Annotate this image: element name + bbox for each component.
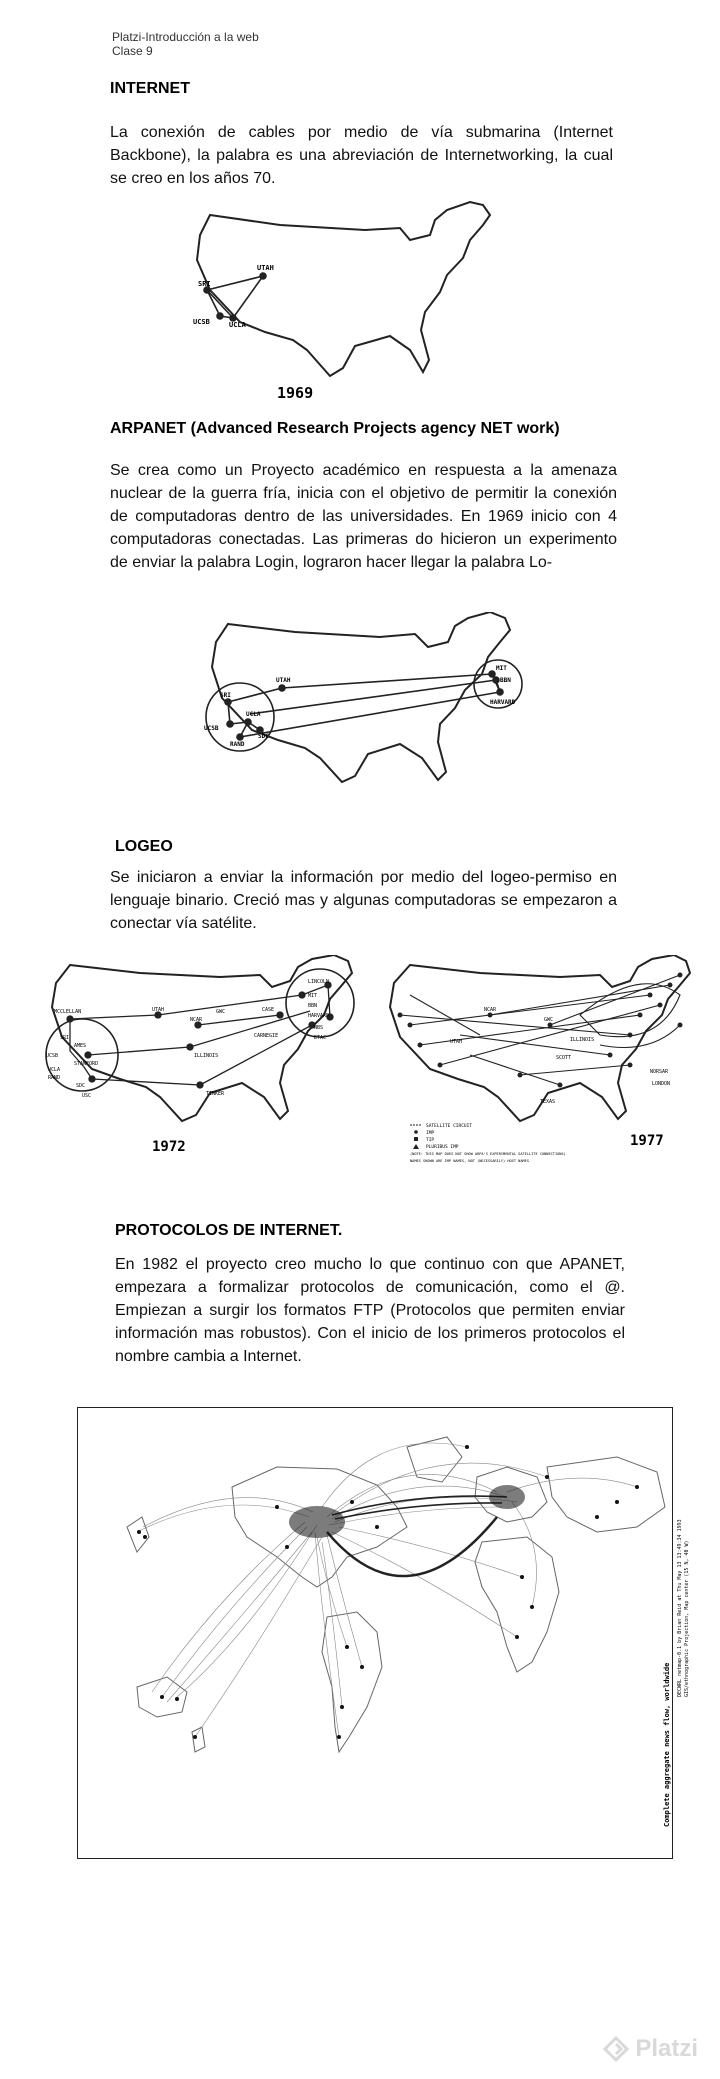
- node-ucsb: UCSB: [46, 1053, 58, 1059]
- class-number: Clase 9: [112, 44, 153, 58]
- node-sdc: SDC: [76, 1083, 85, 1089]
- map-year-1969: 1969: [277, 384, 313, 402]
- node-utah: UTAH: [450, 1039, 462, 1045]
- node-harvard: HARVARD: [308, 1013, 329, 1019]
- map-year-1972: 1972: [152, 1139, 186, 1155]
- node-carnegie: CARNEGIE: [254, 1033, 278, 1039]
- node-mcclellan: MCCLELLAN: [54, 1009, 81, 1015]
- node-ames: AMES: [74, 1043, 86, 1049]
- map-credits: DECWRL netmap-0.1 by Brian Reid at Thu M…: [677, 1519, 690, 1697]
- node-harvard: HARVARD: [490, 699, 516, 706]
- map-credit-1: DECWRL netmap-0.1 by Brian Reid at Thu M…: [677, 1519, 683, 1697]
- node-gwc: GWC: [544, 1017, 553, 1023]
- section-text-logeo: Se iniciaron a enviar la información por…: [110, 869, 617, 932]
- node-utah: UTAH: [257, 264, 274, 272]
- node-gwc: GWC: [216, 1009, 225, 1015]
- arpanet-map-1972: MCCLELLAN UTAH NCAR GWC CASE LINCOLN MIT…: [45, 955, 355, 1155]
- legend-note: (NOTE: THIS MAP DOES NOT SHOW ARPA'S EXP…: [410, 1152, 566, 1156]
- node-lincoln: LINCOLN: [308, 979, 329, 985]
- arpanet-map-1970: UTAH SRI UCLA UCSB RAND SDC MIT BBN HARV…: [204, 612, 523, 784]
- node-ucla: UCLA: [229, 321, 247, 329]
- section-text-arpanet: Se crea como un Proyecto académico en re…: [110, 462, 617, 571]
- map-credit-2: GIS/ethnographic Projection, Map center …: [684, 1540, 690, 1697]
- node-sdc: SDC: [258, 733, 269, 740]
- node-tinker: TINKER: [206, 1091, 225, 1097]
- node-case: CASE: [262, 1007, 274, 1013]
- world-news-flow-map: Complete aggregate news flow, worldwide …: [77, 1407, 673, 1859]
- map-year-1977: 1977: [630, 1133, 664, 1149]
- legend-satellite-circuit: SATELLITE CIRCUIT: [426, 1123, 472, 1129]
- node-utah: UTAH: [276, 677, 291, 684]
- document-header: Platzi-Introducción a la web Clase 9: [112, 30, 259, 58]
- map-caption: Complete aggregate news flow, worldwide: [663, 1663, 671, 1827]
- node-illinois: ILLINOIS: [570, 1037, 594, 1043]
- legend-names: NAMES SHOWN ARE IMP NAMES, NOT (NECESSAR…: [410, 1159, 529, 1163]
- platzi-watermark: Platzi: [603, 2035, 698, 2063]
- section-text-internet: La conexión de cables por medio de vía s…: [110, 124, 613, 187]
- arpanet-map-1977: UTAH NCAR GWC ILLINOIS SCOTT TEXAS NORSA…: [388, 955, 692, 1163]
- node-mit: MIT: [308, 993, 317, 999]
- node-stanford: STANFORD: [74, 1061, 98, 1067]
- node-utah: UTAH: [152, 1007, 164, 1013]
- course-title: Platzi-Introducción a la web: [112, 30, 259, 44]
- node-ucsb: UCSB: [193, 318, 210, 326]
- section-title-arpanet: ARPANET (Advanced Research Projects agen…: [110, 420, 560, 437]
- node-bbn: BBN: [500, 677, 511, 684]
- node-sri: SRI: [198, 280, 211, 288]
- node-illinois: ILLINOIS: [194, 1053, 218, 1059]
- node-london: LONDON: [652, 1081, 670, 1087]
- node-ucla: UCLA: [246, 711, 261, 718]
- node-ncar: NCAR: [484, 1007, 497, 1013]
- section-text-protocolos: En 1982 el proyecto creo mucho lo que co…: [115, 1256, 625, 1365]
- section-title-protocolos: PROTOCOLOS DE INTERNET.: [115, 1222, 343, 1239]
- node-mit: MIT: [496, 665, 507, 672]
- node-sri: SRI: [60, 1035, 69, 1041]
- section-title-logeo: LOGEO: [115, 838, 173, 855]
- node-ncar: NCAR: [190, 1017, 203, 1023]
- legend-tip: TIP: [426, 1137, 434, 1143]
- node-nbs: NBS: [314, 1025, 323, 1031]
- node-ucla: UCLA: [48, 1067, 60, 1073]
- section-title-internet: INTERNET: [110, 80, 190, 97]
- node-usc: USC: [82, 1093, 91, 1099]
- node-ucsb: UCSB: [204, 725, 219, 732]
- node-rand: RAND: [230, 741, 245, 748]
- node-norsar: NORSAR: [650, 1069, 669, 1075]
- legend-imp: IMP: [426, 1130, 434, 1136]
- node-etac: ETAC: [314, 1035, 326, 1041]
- arpanet-map-1969: UTAH SRI UCSB UCLA 1969: [193, 200, 492, 402]
- node-scott: SCOTT: [556, 1055, 571, 1061]
- platzi-logo-icon: [603, 2036, 630, 2062]
- node-sri: SRI: [220, 692, 231, 699]
- node-texas: TEXAS: [540, 1099, 555, 1105]
- node-bbn: BBN: [308, 1003, 317, 1009]
- legend-pluribus-imp: PLURIBUS IMP: [426, 1144, 459, 1150]
- platzi-brand: Platzi: [635, 2035, 698, 2062]
- node-rand: RAND: [48, 1075, 60, 1081]
